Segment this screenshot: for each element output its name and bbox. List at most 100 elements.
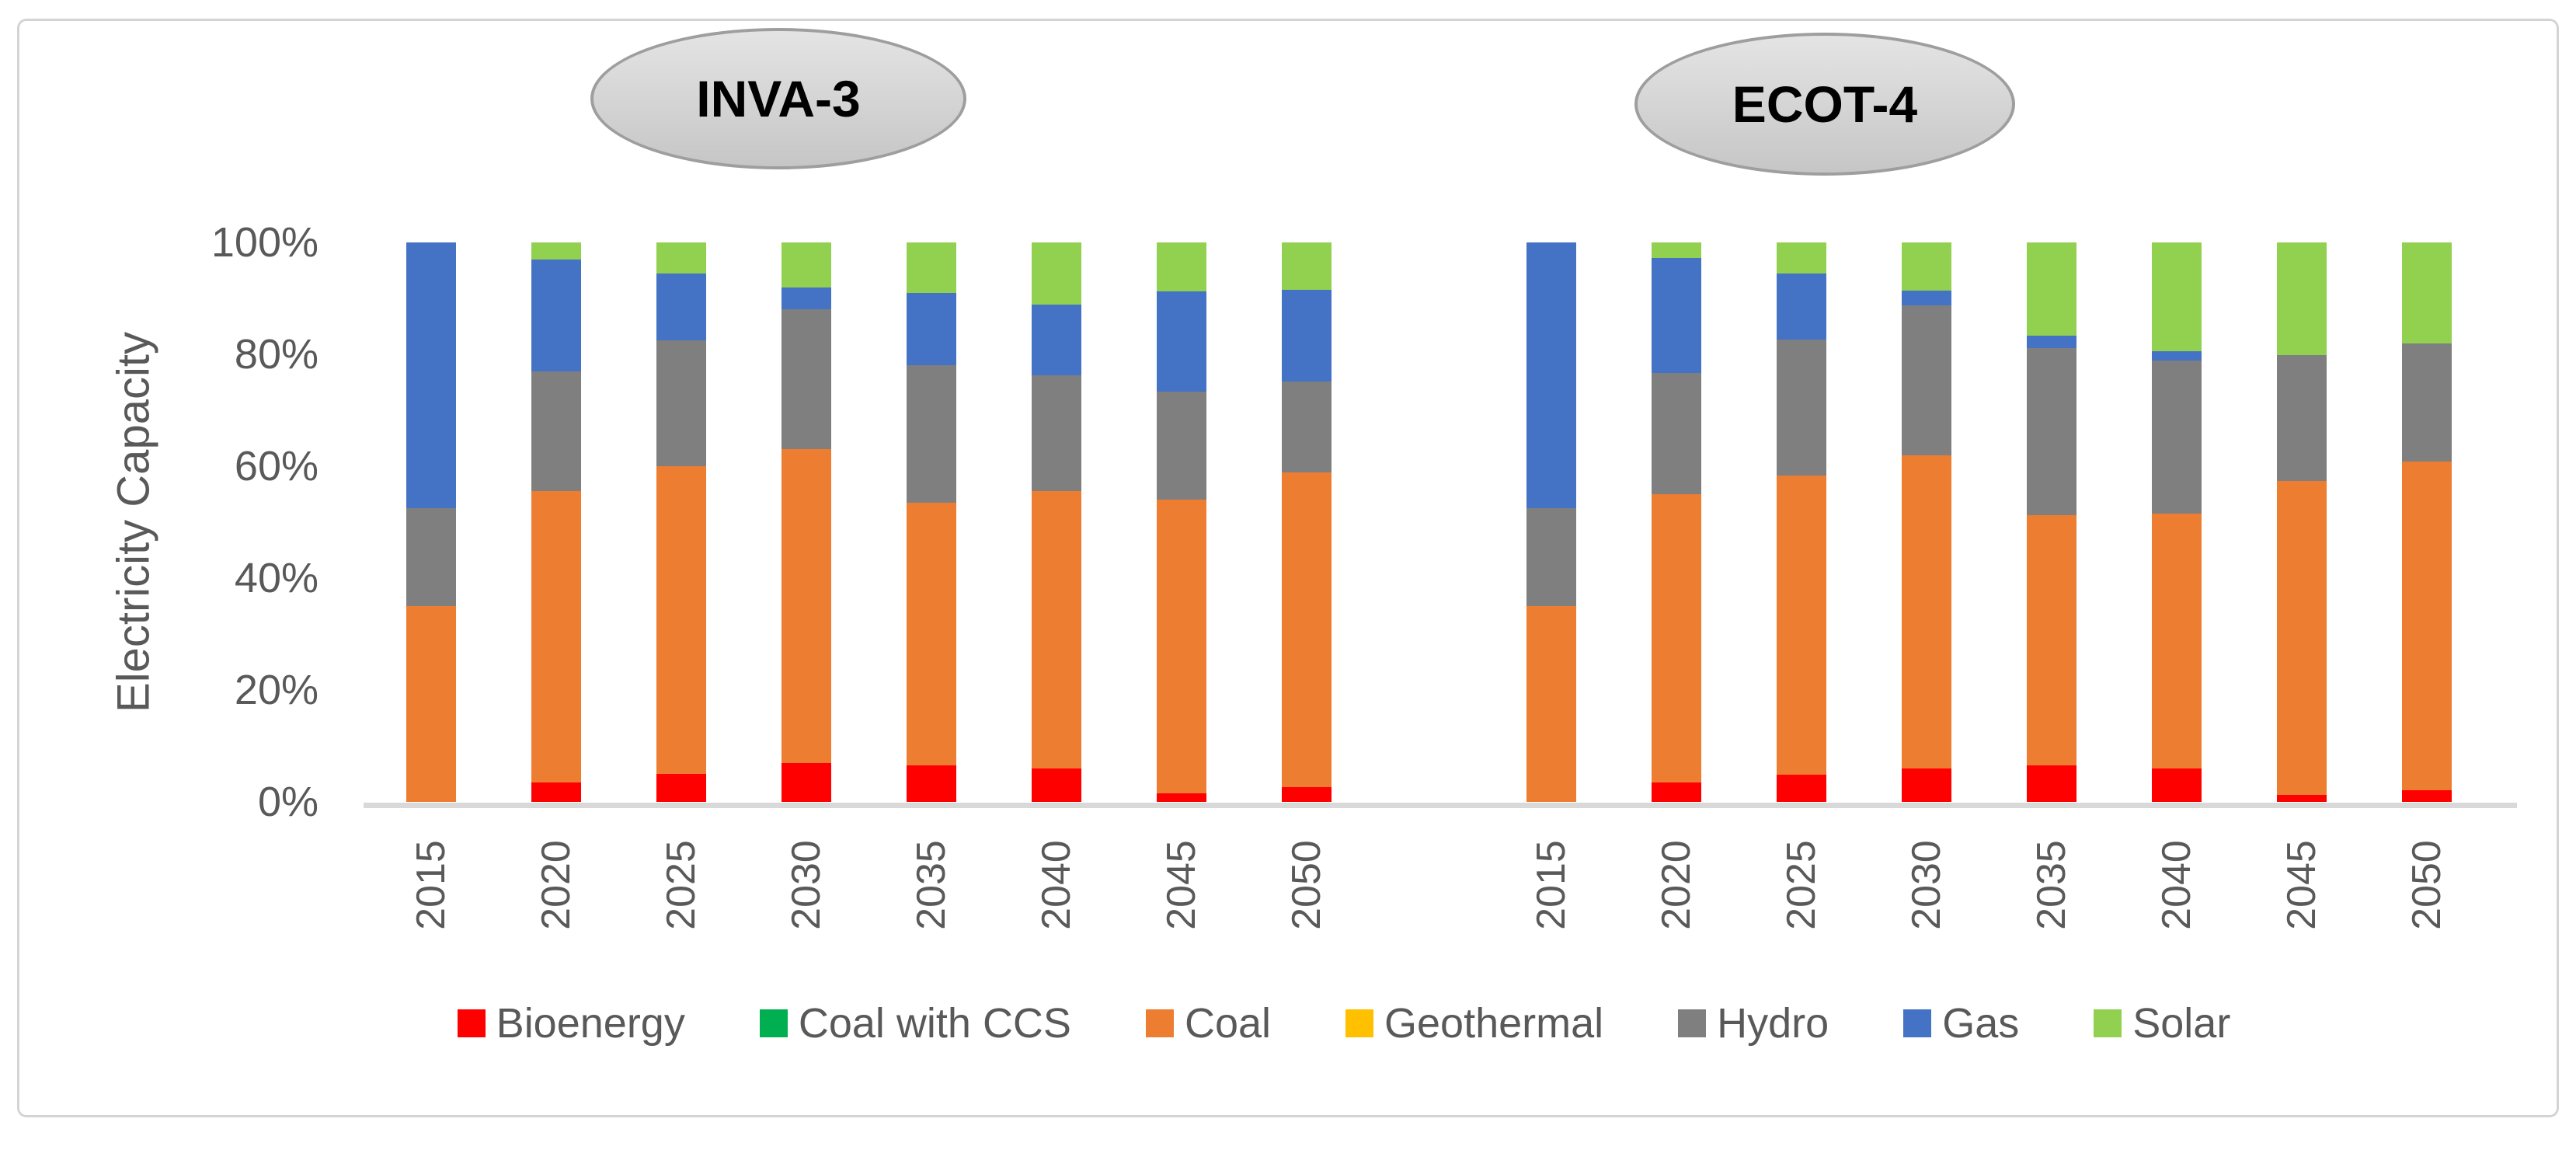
bar-segment-inva-3-2030-coal <box>782 449 831 763</box>
bar-segment-inva-3-2020-gas <box>531 259 581 371</box>
legend-swatch-icon <box>457 1009 486 1037</box>
bar-segment-inva-3-2040-hydro <box>1032 375 1081 492</box>
bar-segment-inva-3-2040-gas <box>1032 304 1081 376</box>
bar-segment-ecot-4-2040-gas <box>2152 350 2202 361</box>
bar-segment-ecot-4-2035-coal <box>2027 515 2076 766</box>
x-tick-label-ecot-4-2045: 2045 <box>2279 839 2324 930</box>
x-tick-label-inva-3-2025: 2025 <box>659 839 704 930</box>
legend-swatch-icon <box>1678 1009 1707 1037</box>
bar-segment-inva-3-2025-gas <box>656 273 706 340</box>
bar-segment-ecot-4-2025-gas <box>1777 273 1826 340</box>
legend-label: Gas <box>1942 1000 2020 1047</box>
y-tick-label: 0% <box>257 779 319 825</box>
y-tick-label: 20% <box>234 667 319 713</box>
bar-segment-ecot-4-2040-solar <box>2152 242 2202 351</box>
x-tick-label-inva-3-2030: 2030 <box>784 839 829 930</box>
bar-segment-inva-3-2030-gas <box>782 287 831 310</box>
bar-segment-inva-3-2050-solar <box>1282 242 1332 291</box>
bar-segment-inva-3-2015-coal <box>406 606 456 802</box>
bar-segment-inva-3-2035-gas <box>907 292 956 366</box>
legend-item-bioenergy: Bioenergy <box>457 999 685 1047</box>
legend-swatch-icon <box>1345 1009 1374 1037</box>
bar-segment-ecot-4-2020-hydro <box>1652 372 1701 494</box>
legend-swatch-icon <box>1903 1009 1932 1037</box>
bar-segment-inva-3-2045-hydro <box>1157 392 1206 500</box>
legend-item-coal: Coal <box>1145 999 1272 1047</box>
bar-segment-inva-3-2045-solar <box>1157 242 1206 291</box>
bar-segment-ecot-4-2015-hydro <box>1526 508 1576 606</box>
bar-segment-inva-3-2025-solar <box>656 242 706 274</box>
bar-segment-inva-3-2020-hydro <box>531 371 581 492</box>
bar-segment-ecot-4-2015-coal <box>1526 606 1576 802</box>
y-tick-label: 40% <box>234 555 319 601</box>
bar-segment-inva-3-2035-solar <box>907 242 956 293</box>
bar-segment-inva-3-2015-hydro <box>406 508 456 606</box>
x-tick-label-ecot-4-2035: 2035 <box>2029 839 2074 930</box>
legend-item-hydro: Hydro <box>1678 999 1829 1047</box>
bar-segment-ecot-4-2020-bioenergy <box>1652 782 1701 802</box>
legend-label: Hydro <box>1717 1000 1829 1047</box>
bar-segment-ecot-4-2045-hydro <box>2277 354 2327 482</box>
bar-segment-inva-3-2035-bioenergy <box>907 765 956 802</box>
bar-segment-inva-3-2050-gas <box>1282 290 1332 382</box>
x-tick-label-inva-3-2035: 2035 <box>909 839 954 930</box>
bar-segment-ecot-4-2050-solar <box>2402 242 2452 343</box>
bar-segment-ecot-4-2045-bioenergy <box>2277 794 2327 802</box>
bar-segment-ecot-4-2040-bioenergy <box>2152 768 2202 802</box>
bar-segment-ecot-4-2035-hydro <box>2027 348 2076 516</box>
y-axis-title: Electricity Capacity <box>108 332 159 713</box>
legend-item-solar: Solar <box>2094 999 2230 1047</box>
bar-segment-ecot-4-2020-coal <box>1652 494 1701 782</box>
x-tick-label-ecot-4-2030: 2030 <box>1904 839 1949 930</box>
bar-segment-inva-3-2030-bioenergy <box>782 762 831 802</box>
bar-segment-inva-3-2025-bioenergy <box>656 774 706 802</box>
y-tick-label: 80% <box>234 331 319 378</box>
x-tick-label-inva-3-2020: 2020 <box>534 839 579 930</box>
bar-segment-ecot-4-2025-coal <box>1777 476 1826 775</box>
bar-segment-ecot-4-2030-coal <box>1902 455 1951 768</box>
legend-label: Coal <box>1184 1000 1272 1047</box>
legend-label: Bioenergy <box>496 1000 685 1047</box>
legend-swatch-icon <box>759 1009 788 1037</box>
bar-segment-inva-3-2050-coal <box>1282 472 1332 787</box>
scenario-ellipse-ecot4: ECOT-4 <box>1634 33 2015 176</box>
bar-segment-ecot-4-2025-bioenergy <box>1777 774 1826 802</box>
bar-segment-ecot-4-2020-solar <box>1652 242 1701 259</box>
bar-segment-ecot-4-2045-coal <box>2277 481 2327 795</box>
bar-segment-ecot-4-2035-gas <box>2027 335 2076 349</box>
x-tick-label-inva-3-2045: 2045 <box>1159 839 1204 930</box>
scenario-ellipse-inva3: INVA-3 <box>590 28 966 169</box>
bar-segment-inva-3-2045-bioenergy <box>1157 793 1206 802</box>
bar-segment-ecot-4-2040-hydro <box>2152 360 2202 514</box>
legend-item-coal-with-ccs: Coal with CCS <box>759 999 1071 1047</box>
bar-segment-inva-3-2035-hydro <box>907 365 956 503</box>
bar-segment-inva-3-2040-solar <box>1032 242 1081 305</box>
bar-segment-inva-3-2020-coal <box>531 491 581 782</box>
bar-segment-ecot-4-2050-coal <box>2402 461 2452 790</box>
bar-segment-ecot-4-2025-solar <box>1777 242 1826 274</box>
bar-segment-inva-3-2020-bioenergy <box>531 782 581 802</box>
legend-label: Solar <box>2132 1000 2231 1047</box>
bar-segment-ecot-4-2050-hydro <box>2402 343 2452 462</box>
bar-segment-inva-3-2030-solar <box>782 242 831 288</box>
bar-segment-ecot-4-2030-gas <box>1902 290 1951 305</box>
scenario-title-ecot4: ECOT-4 <box>1732 75 1918 133</box>
bar-segment-ecot-4-2045-solar <box>2277 242 2327 355</box>
bar-segment-inva-3-2050-bioenergy <box>1282 786 1332 802</box>
bar-segment-inva-3-2045-gas <box>1157 291 1206 392</box>
x-tick-label-inva-3-2040: 2040 <box>1034 839 1079 930</box>
bar-segment-ecot-4-2020-gas <box>1652 258 1701 373</box>
bar-segment-ecot-4-2040-coal <box>2152 514 2202 768</box>
x-tick-label-ecot-4-2015: 2015 <box>1529 839 1574 930</box>
x-tick-label-inva-3-2015: 2015 <box>409 839 454 930</box>
legend-label: Coal with CCS <box>798 1000 1071 1047</box>
legend-swatch-icon <box>1145 1009 1174 1037</box>
bar-segment-inva-3-2035-coal <box>907 502 956 766</box>
bar-segment-inva-3-2025-coal <box>656 466 706 774</box>
y-tick-label: 100% <box>211 219 319 266</box>
x-tick-label-ecot-4-2025: 2025 <box>1779 839 1824 930</box>
legend: Bioenergy Coal with CCS Coal Geothermal Hydr… <box>326 988 2362 1058</box>
bar-segment-ecot-4-2035-solar <box>2027 242 2076 336</box>
bar-segment-inva-3-2020-solar <box>531 242 581 260</box>
